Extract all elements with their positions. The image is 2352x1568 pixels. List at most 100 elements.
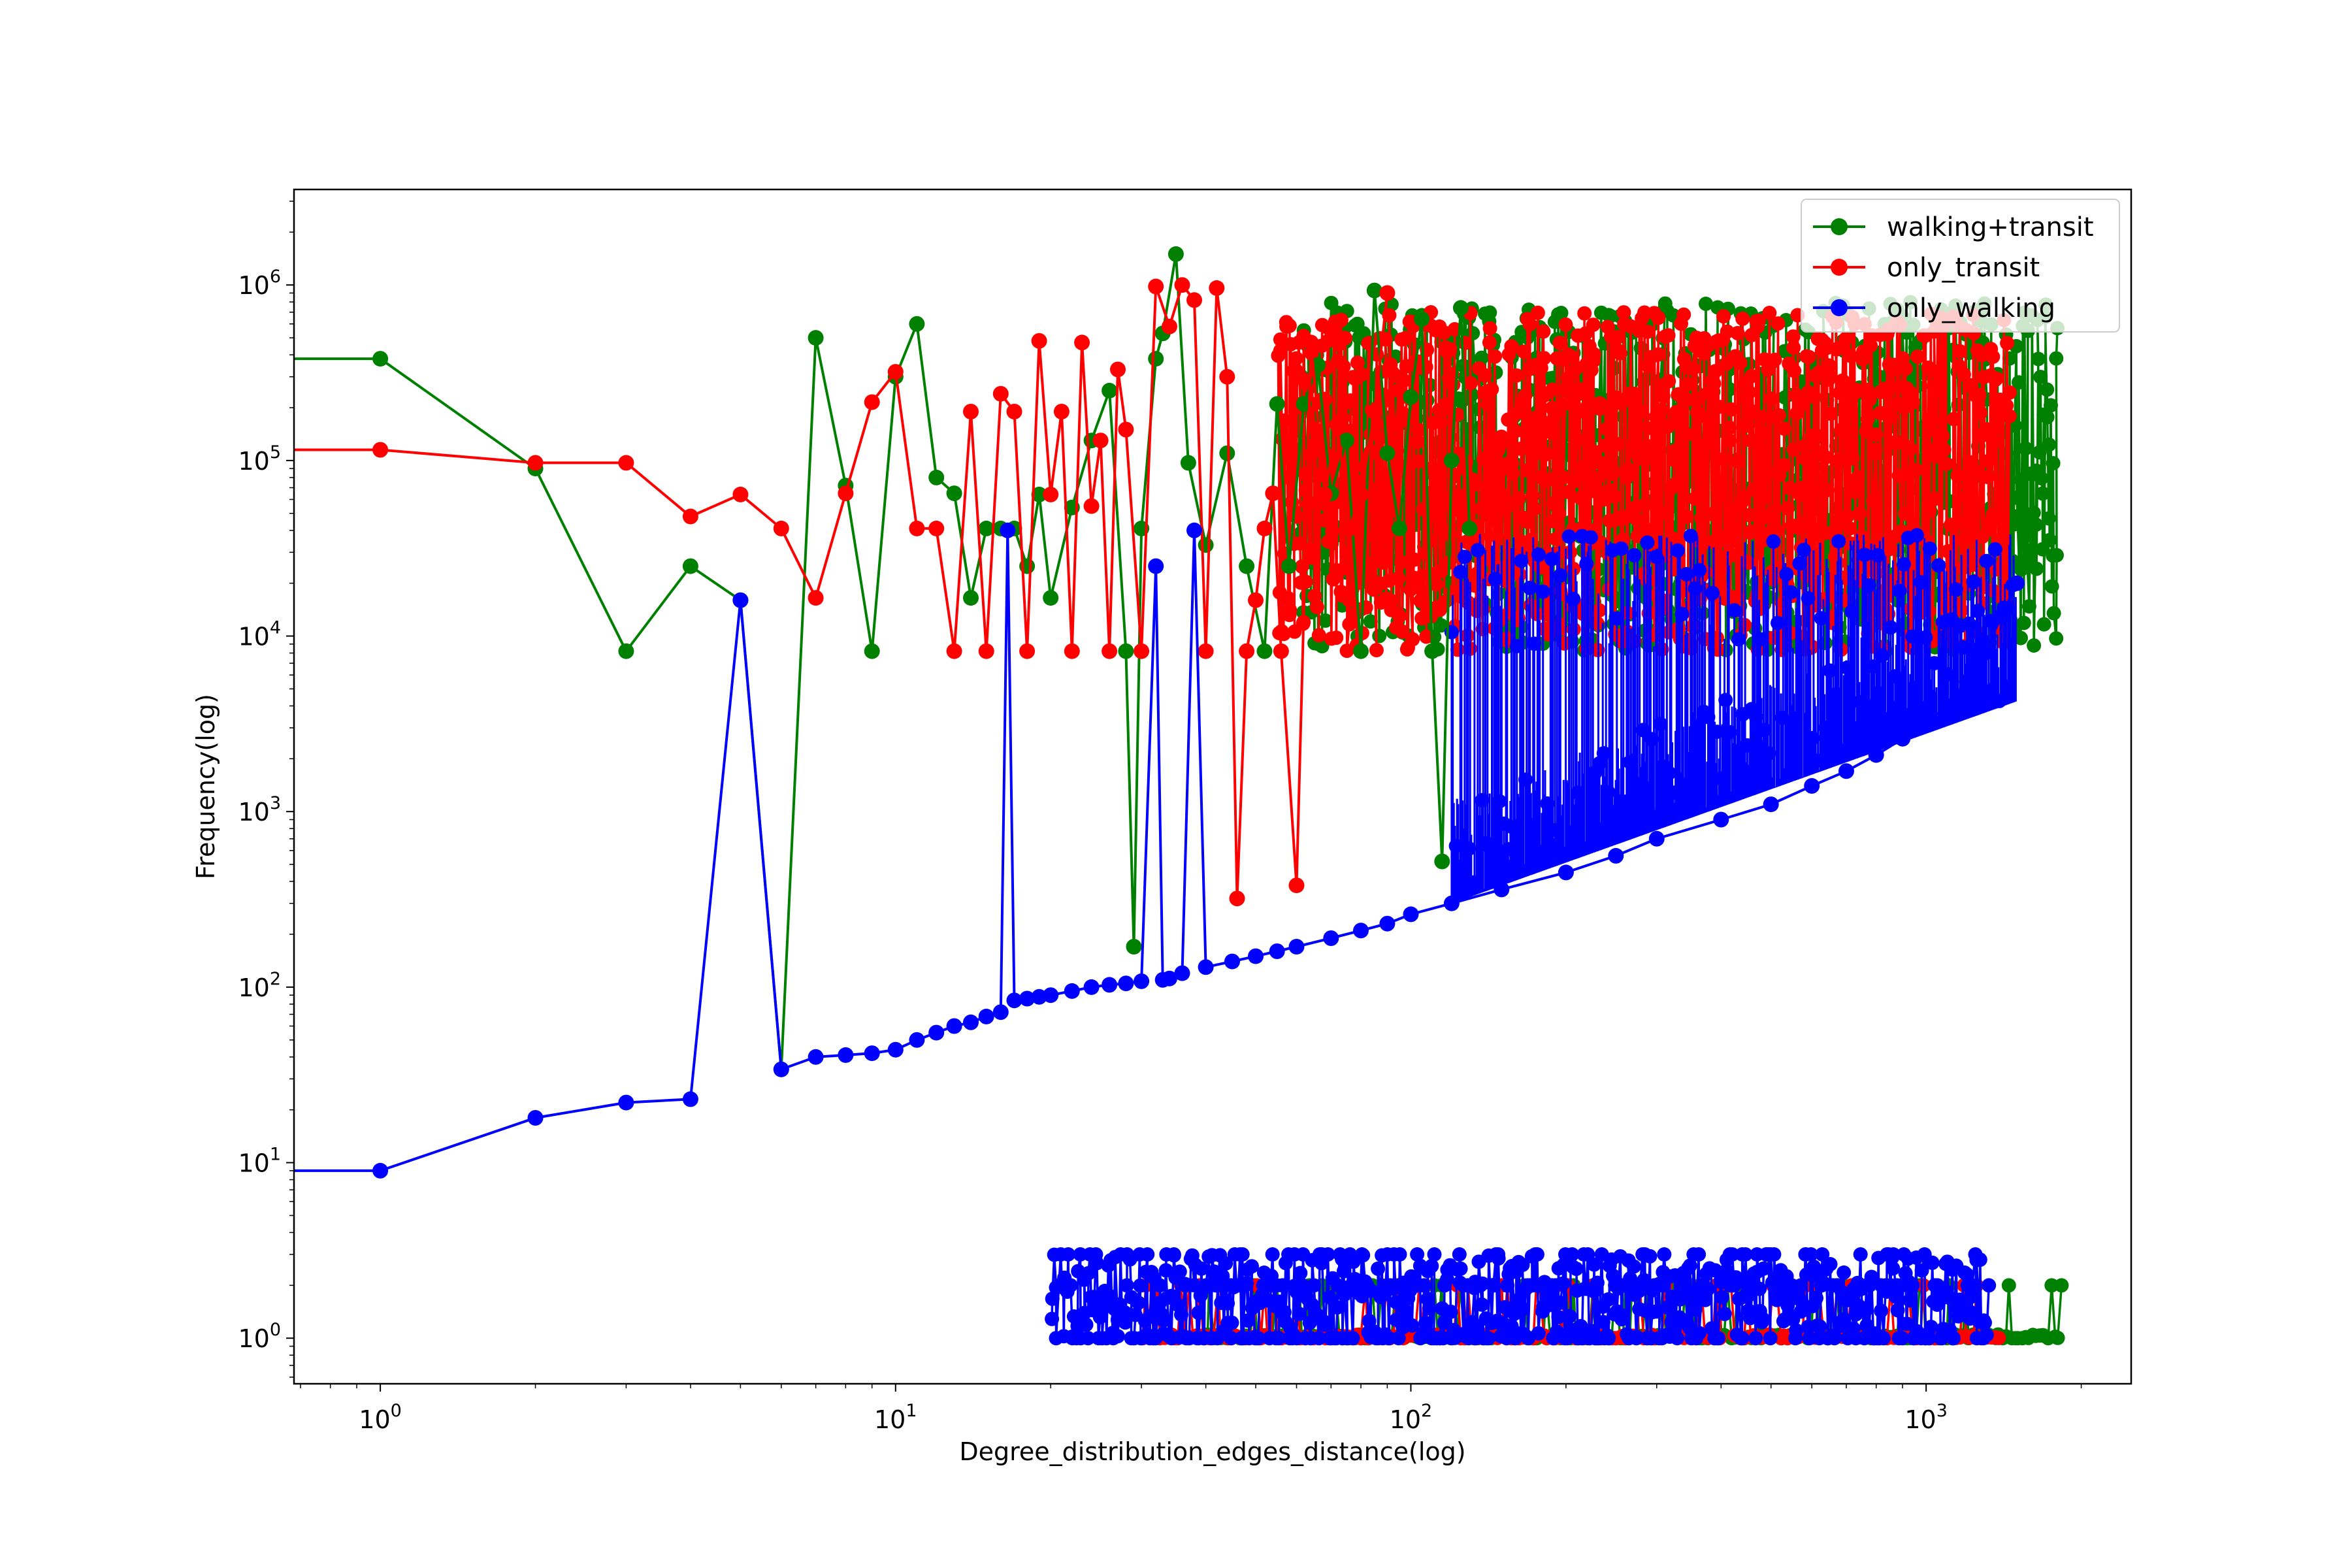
only-walking-low-cloud-marker bbox=[1491, 1247, 1506, 1262]
only-walking-low-cloud-marker bbox=[1698, 1292, 1713, 1307]
only-transit-cloud-marker bbox=[1962, 378, 1977, 393]
walking-transit-cloud-marker bbox=[1699, 297, 1713, 311]
only-walking-spike-marker bbox=[1844, 604, 1859, 619]
only-transit-cloud-marker bbox=[1661, 328, 1676, 343]
only-transit-cloud-marker bbox=[1787, 363, 1802, 378]
only-walking-spike-marker bbox=[1918, 630, 1933, 645]
only-walking-low-cloud-marker bbox=[1717, 1307, 1732, 1322]
data-point bbox=[1804, 777, 1820, 794]
only-transit-cloud-marker bbox=[1840, 404, 1855, 419]
only-walking-spike-marker bbox=[1771, 615, 1785, 630]
data-point bbox=[928, 520, 945, 536]
data-point bbox=[1452, 300, 1469, 316]
only-walking-low-cloud-marker bbox=[1688, 1302, 1703, 1317]
y-axis-title: Frequency(log) bbox=[191, 694, 220, 879]
only-transit-cloud-marker bbox=[1309, 600, 1324, 615]
only-walking-spike-marker bbox=[1522, 580, 1537, 595]
only-walking-spike-marker bbox=[1835, 743, 1850, 758]
only-transit-cloud-marker bbox=[1716, 309, 1731, 324]
y-tick-label: 104 bbox=[238, 618, 281, 651]
data-point bbox=[1134, 973, 1150, 989]
only-walking-spike-marker bbox=[1483, 841, 1498, 856]
data-point bbox=[773, 1061, 789, 1077]
only-transit-cloud-marker bbox=[1391, 571, 1406, 586]
only-walking-spike-marker bbox=[1792, 556, 1807, 571]
only-transit-cloud-marker bbox=[1524, 532, 1539, 547]
data-point bbox=[1134, 643, 1150, 659]
only-transit-cloud-marker bbox=[1772, 408, 1786, 423]
only-walking-spike-marker bbox=[1910, 528, 1924, 543]
only-transit-cloud-marker bbox=[1392, 609, 1407, 624]
data-point bbox=[1868, 747, 1884, 763]
data-point bbox=[1162, 318, 1177, 335]
data-point bbox=[1379, 445, 1396, 461]
data-point bbox=[1608, 847, 1624, 864]
only-walking-spike-marker bbox=[1501, 841, 1516, 857]
only-transit-cloud-marker bbox=[1903, 442, 1918, 457]
only-transit-cloud-marker bbox=[1688, 491, 1703, 506]
data-point bbox=[887, 1041, 904, 1058]
only-walking-low-cloud-marker bbox=[1553, 1296, 1568, 1310]
only-walking-low-cloud-marker bbox=[1886, 1247, 1901, 1262]
data-point bbox=[864, 643, 880, 659]
only-walking-low-cloud-marker bbox=[1767, 1247, 1782, 1262]
only-walking-spike-marker bbox=[1974, 632, 1989, 647]
data-point bbox=[1993, 608, 2010, 624]
data-point bbox=[1558, 864, 1574, 881]
only-walking-spike-marker bbox=[1618, 794, 1633, 809]
only-walking-low-cloud-marker bbox=[1345, 1331, 1360, 1346]
only-walking-spike-marker bbox=[1492, 794, 1507, 809]
only-walking-spike-marker bbox=[1661, 766, 1676, 781]
only-transit-cloud-marker bbox=[1656, 389, 1671, 404]
only-transit-cloud-marker bbox=[1933, 379, 1948, 394]
walking-transit-cloud-marker bbox=[1554, 306, 1569, 320]
only-walking-low-cloud-marker bbox=[1565, 1247, 1580, 1262]
only-transit-cloud-marker bbox=[1759, 461, 1774, 476]
only-walking-spike-marker bbox=[1853, 694, 1868, 710]
only-walking-spike-marker bbox=[1570, 785, 1585, 800]
only-walking-low-cloud-marker bbox=[1224, 1331, 1239, 1346]
only-transit-cloud-marker bbox=[1742, 385, 1757, 400]
only-transit-cloud-marker bbox=[1922, 504, 1937, 519]
only-transit-cloud-marker bbox=[1989, 371, 2004, 386]
walking-transit-cloud-marker bbox=[2046, 456, 2061, 470]
only-transit-cloud-marker bbox=[1282, 318, 1297, 333]
only-walking-low-cloud-marker bbox=[1133, 1278, 1148, 1293]
only-transit-cloud-marker bbox=[1520, 463, 1535, 478]
data-point bbox=[1353, 486, 1369, 502]
only-transit-cloud-marker bbox=[1508, 406, 1523, 421]
only-walking-low-cloud-marker bbox=[1837, 1265, 1852, 1280]
data-point bbox=[1162, 970, 1177, 987]
only-walking-low-cloud-marker bbox=[1418, 1315, 1433, 1330]
data-point bbox=[1288, 877, 1305, 894]
only-walking-low-cloud-marker bbox=[1422, 1301, 1437, 1316]
data-point bbox=[1198, 643, 1214, 659]
only-walking-low-cloud-marker bbox=[1440, 1272, 1454, 1287]
only-transit-cloud-marker bbox=[1843, 427, 1858, 442]
data-point bbox=[1043, 590, 1059, 606]
only-walking-spike-marker bbox=[1622, 755, 1637, 770]
only-walking-low-cloud-marker bbox=[1629, 1330, 1644, 1345]
walking-transit-cloud-marker bbox=[2050, 547, 2064, 563]
only-transit-cloud-marker bbox=[1556, 470, 1571, 485]
data-point bbox=[978, 520, 994, 536]
legend-entry: only_transit bbox=[1813, 253, 2040, 283]
only-walking-low-cloud-marker bbox=[1708, 1263, 1723, 1278]
data-point bbox=[1198, 959, 1214, 975]
only-walking-low-cloud bbox=[1045, 1247, 1997, 1346]
only-transit-cloud-marker bbox=[1869, 427, 1884, 442]
only-transit-cloud-marker bbox=[1575, 459, 1590, 474]
y-tick-base: 10 bbox=[238, 798, 269, 826]
only-walking-spike-marker bbox=[1671, 543, 1685, 558]
only-transit-cloud-marker bbox=[1627, 386, 1642, 401]
only-transit-cloud-marker bbox=[1509, 368, 1524, 383]
only-walking-spike-marker bbox=[1861, 578, 1876, 593]
walking-transit-cloud-marker bbox=[2033, 370, 2048, 384]
only-walking-low-cloud-marker bbox=[1978, 1315, 1992, 1330]
only-transit-cloud-marker bbox=[1744, 368, 1759, 384]
only-walking-low-cloud-marker bbox=[1320, 1247, 1335, 1262]
y-tick-base: 10 bbox=[238, 1324, 269, 1353]
only-walking-spike-marker bbox=[1784, 585, 1798, 600]
only-transit-cloud-marker bbox=[1906, 395, 1921, 410]
